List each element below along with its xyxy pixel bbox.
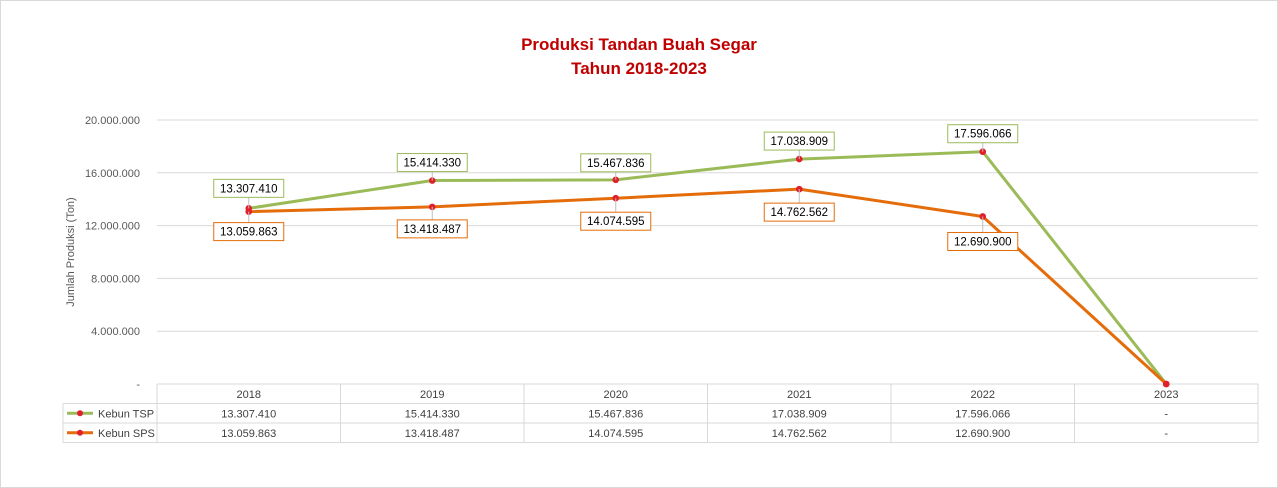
table-cell: 14.074.595 xyxy=(588,428,643,440)
x-tick-label: 2022 xyxy=(971,389,995,401)
data-label-box xyxy=(763,202,835,222)
data-label: 17.596.066 xyxy=(954,129,1012,141)
data-label: 17.038.909 xyxy=(770,136,828,148)
legend-label: Kebun TSP xyxy=(98,408,154,420)
x-tick-label: 2021 xyxy=(787,389,811,401)
data-label-box xyxy=(580,153,652,173)
data-label-box xyxy=(763,131,835,151)
x-tick-label: 2023 xyxy=(1154,389,1178,401)
data-label-box xyxy=(947,124,1019,144)
series-lines xyxy=(245,148,1170,388)
table-cell: 14.762.562 xyxy=(772,428,827,440)
table-cell: 17.038.909 xyxy=(772,408,827,420)
table-cell: 15.467.836 xyxy=(588,408,643,420)
data-label: 14.074.595 xyxy=(587,216,645,228)
data-label: 13.059.863 xyxy=(220,227,278,239)
data-point xyxy=(1162,380,1170,388)
x-tick-label: 2019 xyxy=(420,389,444,401)
y-axis-label: Jumlah Produksi (Ton) xyxy=(65,197,77,306)
data-table: 2018 2019 2020 2021 2022 2023 Kebun TSP 13.307.… xyxy=(62,383,1259,443)
y-axis-ticks: - 4.000.000 8.000.000 12.000.000 16.000.000 2… xyxy=(85,115,140,391)
data-label: 12.690.900 xyxy=(954,236,1012,248)
y-tick-label: 16.000.000 xyxy=(85,168,140,180)
legend-label: Kebun SPS xyxy=(98,428,155,440)
table-cell: 17.596.066 xyxy=(955,408,1010,420)
gridlines xyxy=(157,119,1258,332)
chart-subtitle: Tahun 2018-2023 xyxy=(571,59,707,78)
data-label-box xyxy=(580,211,652,231)
data-labels: 13.307.410 15.414.330 15.467.836 17.038.909… xyxy=(213,124,1019,251)
table-cell: 12.690.900 xyxy=(955,428,1010,440)
data-label-box xyxy=(396,219,468,239)
x-tick-label: 2018 xyxy=(237,389,261,401)
y-tick-label: 8.000.000 xyxy=(91,273,140,285)
data-label: 15.467.836 xyxy=(587,158,645,170)
table-cell: 13.307.410 xyxy=(221,408,276,420)
x-tick-label: 2020 xyxy=(604,389,628,401)
table-cell: - xyxy=(1164,428,1168,440)
data-label: 14.762.562 xyxy=(770,207,828,219)
y-tick-label: 12.000.000 xyxy=(85,221,140,233)
chart-title: Produksi Tandan Buah Segar xyxy=(521,35,757,54)
data-label: 13.307.410 xyxy=(220,183,278,195)
data-label: 15.414.330 xyxy=(403,158,461,170)
table-cell: 15.414.330 xyxy=(405,408,460,420)
y-tick-label: 4.000.000 xyxy=(91,326,140,338)
data-label: 13.418.487 xyxy=(403,224,461,236)
data-label-box xyxy=(396,153,468,173)
data-label-box xyxy=(213,222,285,242)
y-tick-label: 20.000.000 xyxy=(85,115,140,127)
table-cell: 13.418.487 xyxy=(405,428,460,440)
series-line xyxy=(248,150,1168,385)
table-cell: - xyxy=(1164,408,1168,420)
legend-marker xyxy=(77,429,83,436)
data-label-box xyxy=(947,231,1019,251)
table-cell: 13.059.863 xyxy=(221,428,276,440)
data-label-box xyxy=(213,178,285,198)
legend-marker xyxy=(77,410,83,417)
y-tick-label: - xyxy=(136,379,140,391)
series-line xyxy=(248,187,1168,386)
